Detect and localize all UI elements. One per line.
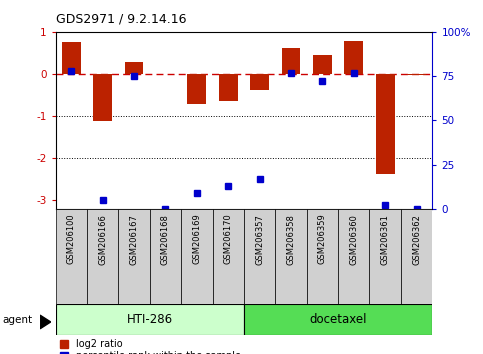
Text: GSM206358: GSM206358 (286, 214, 296, 264)
Text: GSM206166: GSM206166 (98, 214, 107, 264)
Text: GSM206361: GSM206361 (381, 214, 390, 264)
Text: GSM206357: GSM206357 (255, 214, 264, 264)
Bar (344, 41, 363, 74)
Text: GSM206359: GSM206359 (318, 214, 327, 264)
Text: GSM206168: GSM206168 (161, 214, 170, 264)
Bar (244, 209, 275, 304)
Bar (376, 74, 395, 174)
Bar (307, 209, 338, 304)
Bar (56, 304, 244, 335)
Legend: log2 ratio, percentile rank within the sample: log2 ratio, percentile rank within the s… (60, 339, 241, 354)
Polygon shape (40, 315, 51, 329)
Text: docetaxel: docetaxel (309, 313, 367, 326)
Bar (56, 209, 87, 304)
Text: GSM206167: GSM206167 (129, 214, 139, 264)
Text: GSM206170: GSM206170 (224, 214, 233, 264)
Text: GSM206100: GSM206100 (67, 214, 76, 264)
Bar (213, 209, 244, 304)
Text: GSM206360: GSM206360 (349, 214, 358, 264)
Bar (181, 209, 213, 304)
Bar (62, 42, 81, 74)
Bar (401, 209, 432, 304)
Bar (150, 209, 181, 304)
Bar (407, 74, 426, 75)
Bar (118, 209, 150, 304)
Bar (313, 55, 332, 74)
Bar (187, 74, 206, 104)
Bar (282, 48, 300, 74)
Bar (244, 304, 432, 335)
Text: HTI-286: HTI-286 (127, 313, 173, 326)
Bar (250, 74, 269, 90)
Bar (219, 74, 238, 101)
Bar (87, 209, 118, 304)
Bar (338, 209, 369, 304)
Text: GSM206169: GSM206169 (192, 214, 201, 264)
Bar (125, 62, 143, 74)
Bar (93, 74, 112, 121)
Text: GDS2971 / 9.2.14.16: GDS2971 / 9.2.14.16 (56, 12, 186, 25)
Text: agent: agent (2, 315, 32, 325)
Bar (275, 209, 307, 304)
Text: GSM206362: GSM206362 (412, 214, 421, 264)
Bar (369, 209, 401, 304)
